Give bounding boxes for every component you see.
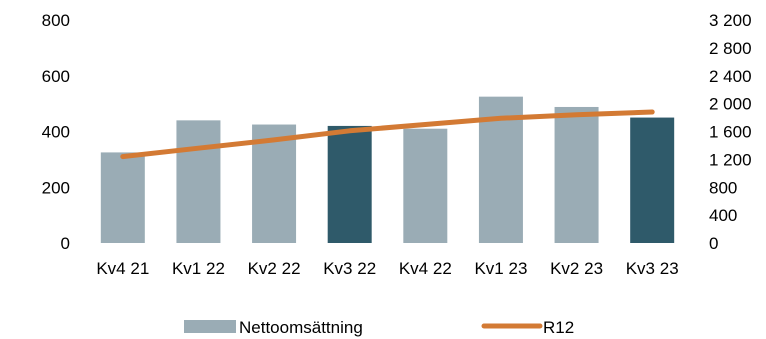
bar [554,106,599,243]
category-label: Kv2 23 [550,259,603,278]
category-label: Kv1 23 [474,259,527,278]
right-axis-ticks: 0 400 800 1 200 1 600 2 000 2 400 2 800 3 200 [709,11,752,253]
bar [403,128,448,243]
category-label: Kv3 23 [626,259,679,278]
right-tick-label: 2 400 [709,67,752,86]
left-tick-label: 400 [42,123,70,142]
right-tick-label: 1 200 [709,150,752,169]
category-label: Kv4 22 [399,259,452,278]
right-tick-label: 3 200 [709,11,752,30]
category-label: Kv1 22 [172,259,225,278]
left-tick-label: 0 [61,234,70,253]
right-tick-label: 2 000 [709,95,752,114]
left-tick-label: 800 [42,11,70,30]
line-series [120,109,655,160]
right-tick-label: 2 800 [709,39,752,58]
legend-label-r12: R12 [543,318,574,337]
left-tick-label: 600 [42,67,70,86]
right-tick-label: 0 [709,234,718,253]
legend-swatch-nettoomsattning [184,320,236,333]
category-label: Kv4 21 [96,259,149,278]
legend: Nettoomsättning R12 [184,318,574,337]
bar [630,117,675,243]
category-label: Kv3 22 [323,259,376,278]
bar [100,152,145,243]
right-tick-label: 400 [709,206,737,225]
bar-series [100,96,675,243]
r12-line [120,109,655,160]
bar [327,125,372,243]
bar [176,120,221,243]
category-labels: Kv4 21 Kv1 22 Kv2 22 Kv3 22 Kv4 22 Kv1 23 Kv2 … [96,259,678,278]
category-label: Kv2 22 [248,259,301,278]
bar [252,124,297,243]
legend-label-nettoomsattning: Nettoomsättning [239,318,363,337]
right-tick-label: 800 [709,178,737,197]
left-axis-ticks: 0 200 400 600 800 [42,11,70,253]
left-tick-label: 200 [42,178,70,197]
right-tick-label: 1 600 [709,123,752,142]
